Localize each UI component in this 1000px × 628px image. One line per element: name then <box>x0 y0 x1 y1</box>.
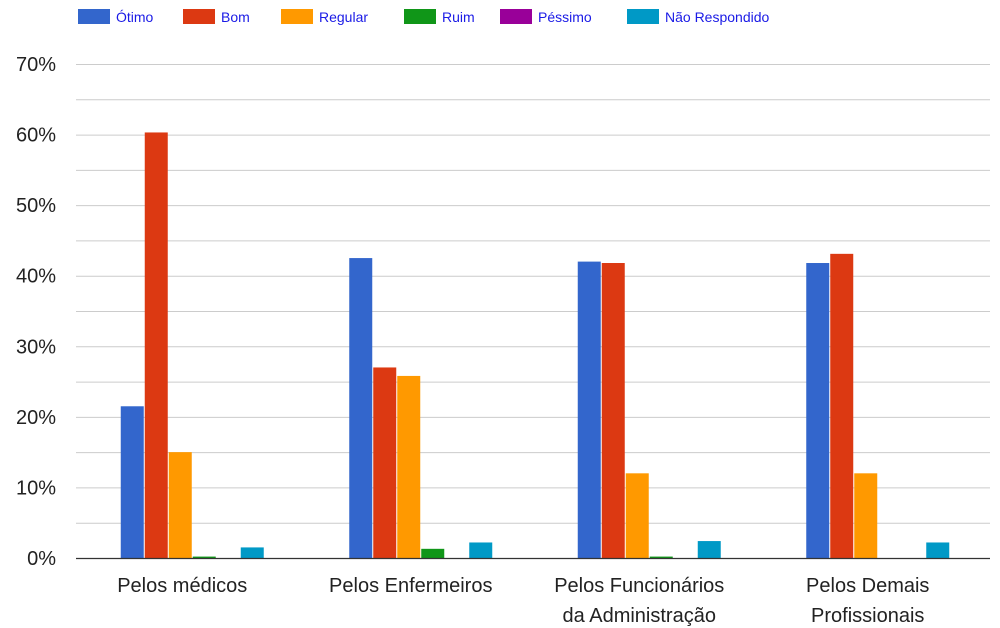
bar-otimo <box>806 263 830 558</box>
bar-bom <box>830 253 854 558</box>
bar-nao-respondido <box>240 547 264 558</box>
y-tick-label: 60% <box>16 125 56 147</box>
x-axis: Pelos médicos Pelos Enfermeiros Pelos Func… <box>76 557 990 627</box>
legend-swatch-ruim <box>404 9 436 24</box>
y-tick-label: 50% <box>16 195 56 217</box>
chart-legend: Ótimo Bom Regular Ruim Péssimo Não Respondido <box>78 9 770 25</box>
y-tick-label: 10% <box>16 477 56 499</box>
y-tick-label: 40% <box>16 266 56 288</box>
bar-ruim <box>649 556 673 558</box>
bar-bom <box>373 367 397 558</box>
legend-label-otimo: Ótimo <box>116 9 154 25</box>
legend-swatch-nao-respondido <box>627 9 659 24</box>
legend-label-pessimo: Péssimo <box>538 9 592 25</box>
bar-bom <box>601 263 625 558</box>
y-tick-label: 30% <box>16 336 56 358</box>
bar-otimo <box>349 258 373 558</box>
bar-otimo <box>577 261 601 558</box>
x-tick-label: Pelos médicos <box>117 575 247 597</box>
bar-bom <box>144 132 168 558</box>
bars <box>120 132 950 558</box>
bar-ruim <box>192 556 216 558</box>
bar-regular <box>397 375 421 558</box>
bar-nao-respondido <box>469 542 493 558</box>
y-axis: 0% 10% 20% 30% 40% 50% 60% 70% <box>16 54 56 570</box>
y-tick-label: 20% <box>16 407 56 429</box>
x-tick-label: Pelos Funcionários da Administração <box>554 575 724 627</box>
legend-swatch-otimo <box>78 9 110 24</box>
legend-label-nao-respondido: Não Respondido <box>665 9 770 25</box>
legend-swatch-pessimo <box>500 9 532 24</box>
bar-nao-respondido <box>926 542 950 558</box>
bar-regular <box>168 452 192 558</box>
bar-regular <box>625 473 649 558</box>
legend-label-bom: Bom <box>221 9 250 25</box>
x-tick-label: Pelos Demais Profissionais <box>806 575 929 627</box>
legend-label-ruim: Ruim <box>442 9 475 25</box>
bar-ruim <box>421 548 445 558</box>
bar-nao-respondido <box>697 541 721 558</box>
legend-label-regular: Regular <box>319 9 368 25</box>
legend-swatch-regular <box>281 9 313 24</box>
x-tick-label: Pelos Enfermeiros <box>329 575 492 597</box>
legend-swatch-bom <box>183 9 215 24</box>
y-tick-label: 70% <box>16 54 56 76</box>
y-tick-label: 0% <box>27 548 56 570</box>
grid-lines <box>76 64 990 559</box>
bar-regular <box>854 473 878 558</box>
bar-otimo <box>120 406 144 558</box>
